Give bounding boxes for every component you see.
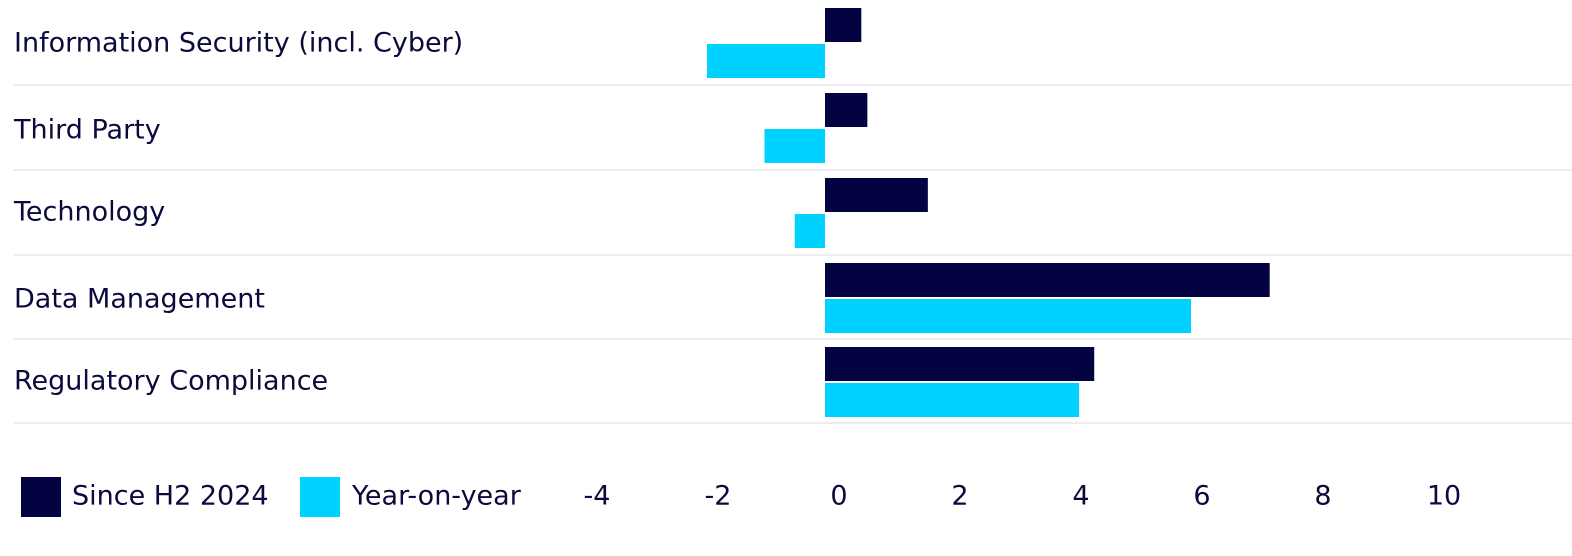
legend-label: Year-on-year — [351, 481, 522, 512]
category-label: Regulatory Compliance — [14, 366, 328, 397]
x-tick-label: 2 — [951, 481, 968, 512]
bar-since-h2-2024 — [825, 347, 1095, 381]
bar-year-on-year — [825, 383, 1080, 417]
bar-since-h2-2024 — [825, 93, 868, 127]
x-tick-label: 8 — [1314, 481, 1331, 512]
x-tick-label: -4 — [584, 481, 611, 512]
category-label: Information Security (incl. Cyber) — [14, 28, 463, 59]
bars — [707, 8, 1270, 417]
category-label: Third Party — [13, 115, 161, 146]
row-separators — [14, 84, 1572, 424]
x-tick-label: 0 — [830, 481, 847, 512]
x-tick-label: 10 — [1427, 481, 1461, 512]
category-label: Technology — [13, 197, 165, 228]
legend-label: Since H2 2024 — [72, 481, 269, 512]
legend-swatch — [300, 477, 340, 517]
bar-since-h2-2024 — [825, 178, 928, 212]
x-tick-label: 4 — [1072, 481, 1089, 512]
bar-since-h2-2024 — [825, 263, 1270, 297]
category-labels: Information Security (incl. Cyber) Third … — [13, 28, 463, 397]
bar-since-h2-2024 — [825, 8, 862, 42]
bar-year-on-year — [764, 129, 825, 163]
x-tick-label: -2 — [705, 481, 732, 512]
x-axis-ticks: -4 -2 0 2 4 6 8 10 — [584, 481, 1462, 512]
category-label: Data Management — [14, 284, 265, 315]
legend: Since H2 2024 Year-on-year — [21, 477, 522, 517]
bar-year-on-year — [794, 214, 825, 248]
bar-year-on-year — [825, 299, 1192, 333]
legend-swatch — [21, 477, 61, 517]
x-tick-label: 6 — [1193, 481, 1210, 512]
bar-year-on-year — [707, 44, 825, 78]
